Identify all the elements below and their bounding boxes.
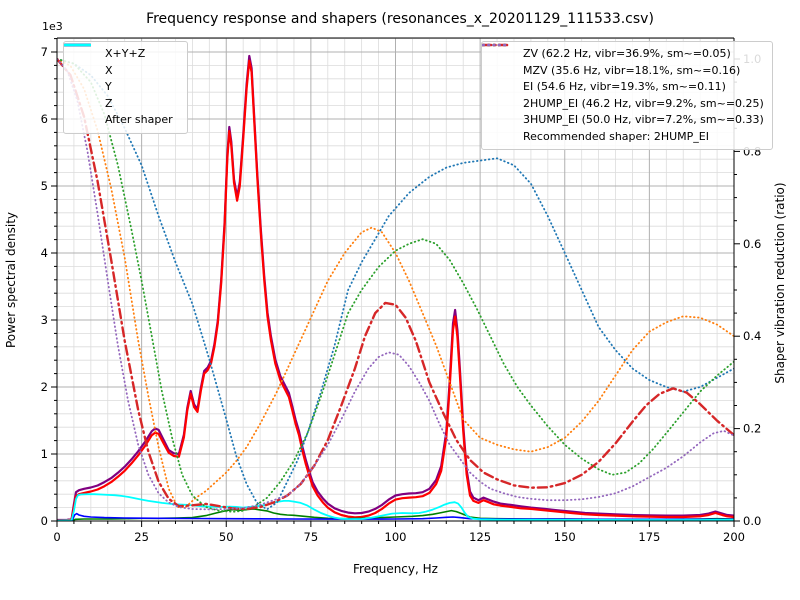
x-tick-label: 25: [134, 530, 149, 544]
y-axis-right-label: Shaper vibration reduction (ratio): [773, 182, 787, 384]
y-left-tick-label: 7: [41, 45, 48, 59]
legend-right-item-label: ZV (62.2 Hz, vibr=36.9%, sm~=0.05): [523, 47, 731, 60]
legend-left: X+Y+Z X Y Z After shaper: [63, 41, 188, 134]
legend-left-item-label: After shaper: [105, 113, 173, 126]
legend-left-item: Z: [64, 43, 179, 113]
legend-right-item: MZV (35.6 Hz, vibr=18.1%, sm~=0.16): [482, 43, 764, 80]
legend-left-item: X+Y+Z: [64, 43, 179, 63]
legend-right-item: 3HUMP_EI (50.0 Hz, vibr=7.2%, sm~=0.33): [482, 43, 764, 129]
y-left-tick-label: 4: [41, 246, 48, 260]
y-left-tick-label: 0: [41, 514, 48, 528]
legend-right-item-label: EI (54.6 Hz, vibr=19.3%, sm~=0.11): [523, 80, 726, 93]
legend-left-item: Y: [64, 43, 179, 96]
y-right-tick-label: 0.0: [743, 514, 761, 528]
y-axis-offset-text: 1e3: [42, 20, 63, 33]
x-tick-label: 150: [554, 530, 576, 544]
series-3hump-ei: [57, 58, 734, 511]
legend-left-item: X: [64, 43, 179, 80]
legend-right-item: ZV (62.2 Hz, vibr=36.9%, sm~=0.05): [482, 43, 764, 63]
legend-right-item-label: 2HUMP_EI (46.2 Hz, vibr=9.2%, sm~=0.25): [523, 96, 764, 110]
legend-left-item-label: Z: [105, 96, 113, 110]
y-left-tick-label: 5: [41, 179, 48, 193]
legend-right-item: EI (54.6 Hz, vibr=19.3%, sm~=0.11): [482, 43, 764, 96]
x-tick-label: 0: [53, 530, 60, 544]
legend-line-sample: [64, 43, 91, 47]
legend-right-item: 2HUMP_EI (46.2 Hz, vibr=9.2%, sm~=0.25): [482, 43, 764, 113]
y-axis-left-label: Power spectral density: [4, 211, 18, 349]
legend-footer: Recommended shaper: 2HUMP_EI: [523, 129, 709, 143]
series-mzv: [57, 58, 734, 508]
series-ei: [57, 58, 734, 513]
x-tick-label: 175: [638, 530, 660, 544]
legend-left-item-label: Y: [105, 80, 112, 93]
series-2hump-ei: [57, 57, 734, 511]
x-tick-label: 75: [304, 530, 319, 544]
legend-left-item: After shaper: [64, 43, 179, 129]
legend-left-item-label: X: [105, 63, 113, 77]
y-right-tick-label: 0.2: [743, 422, 761, 436]
x-tick-label: 200: [723, 530, 745, 544]
legend-left-item-label: X+Y+Z: [105, 47, 146, 60]
legend-line-sample: [482, 43, 509, 47]
y-left-tick-label: 3: [41, 313, 48, 327]
y-right-tick-label: 0.6: [743, 237, 761, 251]
legend-right: ZV (62.2 Hz, vibr=36.9%, sm~=0.05) MZV (3…: [481, 41, 773, 150]
x-tick-label: 50: [219, 530, 234, 544]
chart-title: Frequency response and shapers (resonanc…: [146, 11, 654, 27]
x-tick-label: 125: [469, 530, 491, 544]
series-x-y-z: [57, 54, 734, 521]
legend-right-item-label: MZV (35.6 Hz, vibr=18.1%, sm~=0.16): [523, 63, 741, 77]
x-tick-label: 100: [385, 530, 407, 544]
series-x: [57, 59, 734, 521]
y-left-tick-label: 6: [41, 112, 48, 126]
legend-right-item-label: 3HUMP_EI (50.0 Hz, vibr=7.2%, sm~=0.33): [523, 113, 764, 126]
y-left-tick-label: 2: [41, 380, 48, 394]
y-right-tick-label: 0.4: [743, 329, 761, 343]
x-axis-label: Frequency, Hz: [353, 562, 438, 576]
series-after-shaper: [57, 493, 734, 521]
y-left-tick-label: 1: [41, 447, 48, 461]
series-zv: [57, 58, 734, 511]
